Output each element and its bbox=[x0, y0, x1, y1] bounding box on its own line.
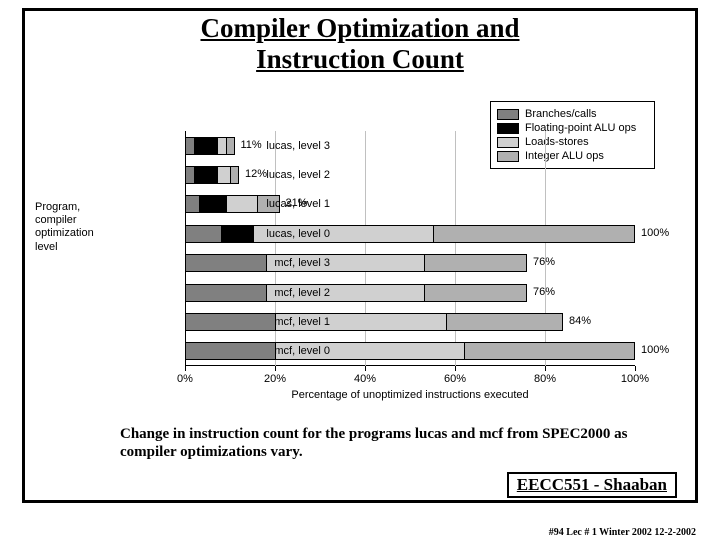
title-line-1: Compiler Optimization and bbox=[25, 13, 695, 44]
x-axis-line bbox=[185, 365, 635, 366]
x-tick bbox=[635, 366, 636, 371]
x-tick-label: 100% bbox=[615, 373, 655, 385]
category-label: mcf, level 2 bbox=[210, 287, 330, 299]
x-tick bbox=[545, 366, 546, 371]
category-label: lucas, level 2 bbox=[210, 169, 330, 181]
x-tick-label: 20% bbox=[255, 373, 295, 385]
footer-small: #94 Lec # 1 Winter 2002 12-2-2002 bbox=[549, 527, 696, 538]
bar-segment bbox=[424, 284, 528, 302]
plot-area: 0%20%40%60%80%100%11%12%21%100%76%76%84%… bbox=[185, 131, 635, 366]
x-tick bbox=[455, 366, 456, 371]
x-tick bbox=[365, 366, 366, 371]
slide-title: Compiler Optimization and Instruction Co… bbox=[25, 13, 695, 75]
bar-total-label: 100% bbox=[641, 227, 669, 239]
legend-item: Branches/calls bbox=[497, 108, 648, 120]
chart-area: Branches/callsFloating-point ALU opsLoad… bbox=[65, 101, 665, 411]
bar-segment bbox=[464, 342, 635, 360]
legend-label: Branches/calls bbox=[525, 108, 597, 120]
x-tick-label: 80% bbox=[525, 373, 565, 385]
category-label: lucas, level 3 bbox=[210, 140, 330, 152]
bar-segment bbox=[185, 195, 199, 213]
bar-total-label: 76% bbox=[533, 286, 555, 298]
bar-segment bbox=[185, 166, 194, 184]
category-label: mcf, level 0 bbox=[210, 345, 330, 357]
bar-total-label: 100% bbox=[641, 344, 669, 356]
title-line-2: Instruction Count bbox=[25, 44, 695, 75]
category-label: lucas, level 1 bbox=[210, 198, 330, 210]
slide-frame: Compiler Optimization and Instruction Co… bbox=[22, 8, 698, 503]
x-axis-label: Percentage of unoptimized instructions e… bbox=[185, 389, 635, 401]
caption-text: Change in instruction count for the prog… bbox=[120, 425, 650, 463]
bar-segment bbox=[185, 137, 194, 155]
legend-swatch bbox=[497, 109, 519, 120]
x-tick-label: 60% bbox=[435, 373, 475, 385]
footer-main: EECC551 - Shaaban bbox=[507, 472, 677, 498]
x-tick bbox=[275, 366, 276, 371]
bar-segment bbox=[433, 225, 636, 243]
bar-segment bbox=[424, 254, 528, 272]
category-label: mcf, level 3 bbox=[210, 257, 330, 269]
x-tick-label: 40% bbox=[345, 373, 385, 385]
bar-total-label: 84% bbox=[569, 315, 591, 327]
x-tick bbox=[185, 366, 186, 371]
category-label: lucas, level 0 bbox=[210, 228, 330, 240]
bar-segment bbox=[446, 313, 563, 331]
category-label: mcf, level 1 bbox=[210, 316, 330, 328]
bar-total-label: 76% bbox=[533, 256, 555, 268]
y-axis-label: Program,compileroptimizationlevel bbox=[35, 201, 115, 254]
x-tick-label: 0% bbox=[165, 373, 205, 385]
